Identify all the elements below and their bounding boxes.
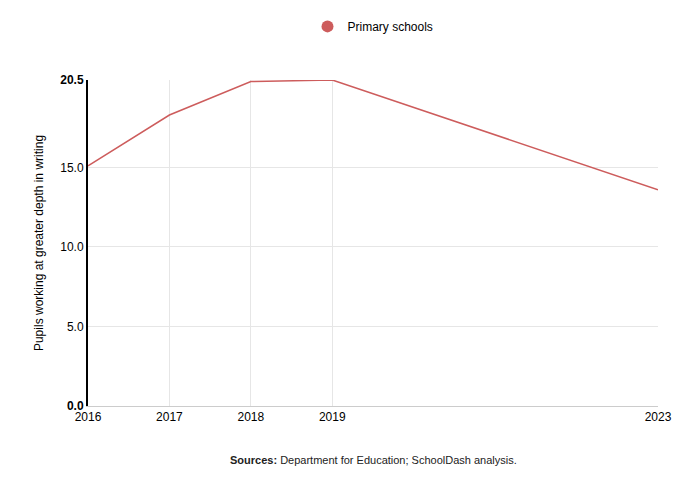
svg-text:Primary schools: Primary schools (348, 20, 433, 34)
svg-text:5.0: 5.0 (67, 320, 84, 334)
svg-text:2023: 2023 (645, 410, 672, 424)
svg-text:0.0: 0.0 (67, 399, 84, 413)
svg-text:Pupils working at greater dept: Pupils working at greater depth in writi… (32, 135, 46, 351)
svg-text:15.0: 15.0 (60, 161, 84, 175)
svg-text:10.0: 10.0 (60, 240, 84, 254)
svg-text:20.5: 20.5 (60, 73, 84, 87)
svg-text:2019: 2019 (319, 410, 346, 424)
svg-text:Sources: Department for Educat: Sources: Department for Education; Schoo… (230, 454, 517, 466)
svg-text:2016: 2016 (75, 410, 102, 424)
svg-text:2018: 2018 (238, 410, 265, 424)
svg-text:2017: 2017 (156, 410, 183, 424)
